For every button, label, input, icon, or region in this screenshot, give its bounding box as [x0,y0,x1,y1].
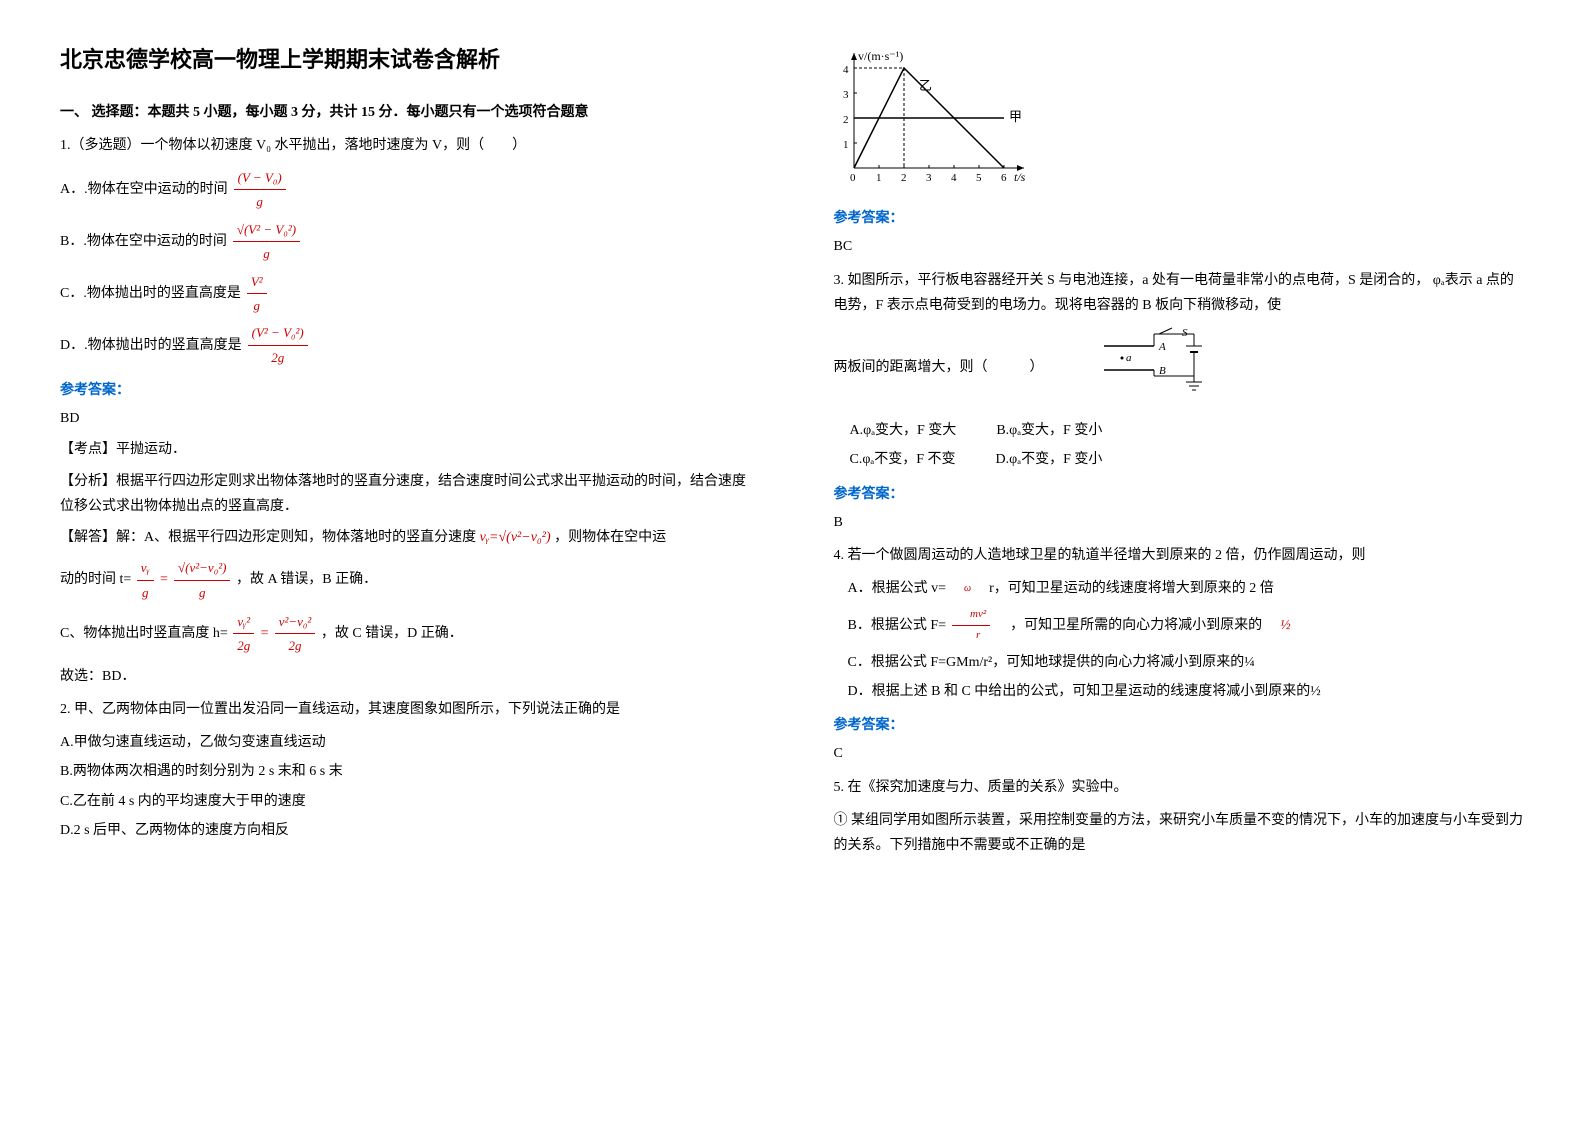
q4-optB: B．根据公式 F= mv² r ，可知卫星所需的向心力将减小到原来的½ [834,605,1528,646]
q1-jieda-line3: C、物体抛出时竖直高度 h= vᵧ² 2g = v²−v₀² 2g ，故 C 错… [60,610,754,658]
q4-answer: C [834,741,1528,766]
q1-stem: 1.（多选题）一个物体以初速度 V₀ 水平抛出，落地时速度为 V，则（ ） [60,133,754,158]
q1-optC: C．.物体抛出时的竖直高度是 V² g [60,270,754,318]
section1-header: 一、 选择题：本题共 5 小题，每小题 3 分，共计 15 分．每小题只有一个选… [60,100,754,125]
q1-optB-formula: √(V² − V₀²) g [233,218,300,266]
svg-text:乙: 乙 [919,78,932,93]
q4-optC: C．根据公式 F=GMm/r²，可知地球提供的向心力将减小到原来的¼ [834,650,1528,675]
q4-optB-frac: mv² r [952,605,990,646]
svg-text:1: 1 [876,172,882,184]
svg-text:S: S [1182,327,1188,339]
q2-optA: A.甲做匀速直线运动，乙做匀变速直线运动 [60,730,754,755]
q3-optA: A.φₐ变大，F 变大 [850,418,957,443]
q4-stem: 4. 若一个做圆周运动的人造地球卫星的轨道半径增大到原来的 2 倍，仍作圆周运动… [834,543,1528,568]
svg-text:A: A [1158,341,1166,353]
q3-stem2: 两板间的距离增大，则（ ） [834,355,1044,380]
q2-optC: C.乙在前 4 s 内的平均速度大于甲的速度 [60,789,754,814]
svg-text:0: 0 [850,172,856,184]
svg-text:3: 3 [926,172,932,184]
q1-optB-text: B．.物体在空中运动的时间 [60,229,227,254]
svg-text:6: 6 [1001,172,1007,184]
q1-fenxi: 【分析】根据平行四边形定则求出物体落地时的竖直分速度，结合速度时间公式求出平抛运… [60,469,754,519]
q4-answer-label: 参考答案： [834,712,1528,737]
q1-optC-text: C．.物体抛出时的竖直高度是 [60,281,241,306]
q2-stem: 2. 甲、乙两物体由同一位置出发沿同一直线运动，其速度图象如图所示，下列说法正确… [60,697,754,722]
svg-text:4: 4 [951,172,957,184]
svg-text:2: 2 [901,172,907,184]
q1-optA-text: A．.物体在空中运动的时间 [60,177,228,202]
q1-answer: BD [60,406,754,431]
q1-jieda-line1: 【解答】解：A、根据平行四边形定则知，物体落地时的竖直分速度 vᵧ=√(v²−v… [60,525,754,550]
svg-text:a: a [1126,352,1132,364]
svg-text:t/s: t/s [1014,170,1026,184]
svg-text:5: 5 [976,172,982,184]
q1-t-frac2: √(v²−v₀²) g [174,556,230,604]
q3-answer-label: 参考答案： [834,481,1528,506]
q1-optB: B．.物体在空中运动的时间 √(V² − V₀²) g [60,218,754,266]
q3-optC: C.φₐ不变，F 不变 [850,447,956,472]
q3-answer: B [834,510,1528,535]
q2-graph: 0 1 2 3 4 5 6 1 2 3 4 [834,48,1528,197]
svg-text:4: 4 [843,64,849,76]
right-column: 0 1 2 3 4 5 6 1 2 3 4 [834,40,1528,866]
q3-options-row1: A.φₐ变大，F 变大 B.φₐ变大，F 变小 [850,418,1528,443]
q3-stem-row: 两板间的距离增大，则（ ） S A a [834,326,1528,410]
svg-text:v/(m·s⁻¹): v/(m·s⁻¹) [858,49,903,63]
q1-optA: A．.物体在空中运动的时间 (V − V₀) g [60,166,754,214]
q1-kaodian: 【考点】平抛运动． [60,437,754,462]
q2-answer-label: 参考答案： [834,205,1528,230]
q3-stem1: 3. 如图所示，平行板电容器经开关 S 与电池连接，a 处有一电荷量非常小的点电… [834,268,1528,318]
svg-text:2: 2 [843,114,849,126]
q5-sub1: ① 某组同学用如图所示装置，采用控制变量的方法，来研究小车质量不变的情况下，小车… [834,808,1528,858]
q3-options-row2: C.φₐ不变，F 不变 D.φₐ不变，F 变小 [850,447,1528,472]
svg-text:B: B [1159,365,1166,377]
q1-optD-text: D．.物体抛出时的竖直高度是 [60,333,242,358]
q1-optC-formula: V² g [247,270,267,318]
svg-text:3: 3 [843,89,849,101]
q1-guxuan: 故选：BD． [60,664,754,689]
left-column: 北京忠德学校高一物理上学期期末试卷含解析 一、 选择题：本题共 5 小题，每小题… [60,40,754,866]
q2-optB: B.两物体两次相遇的时刻分别为 2 s 末和 6 s 末 [60,759,754,784]
q4-optA: A．根据公式 v=ωr，可知卫星运动的线速度将增大到原来的 2 倍 [834,576,1528,601]
q1-jieda-line2: 动的时间 t= vᵧ g = √(v²−v₀²) g ，故 A 错误，B 正确． [60,556,754,604]
q1-h-frac1: vᵧ² 2g [233,610,254,658]
q2-answer: BC [834,234,1528,259]
velocity-time-graph: 0 1 2 3 4 5 6 1 2 3 4 [834,48,1034,188]
svg-text:甲: 甲 [1009,109,1022,124]
q1-h-frac2: v²−v₀² 2g [275,610,316,658]
q1-vy-formula: vᵧ=√(v²−v₀²) [480,530,551,545]
q1-optD-formula: (V² − V₀²) 2g [248,321,308,369]
q5-stem: 5. 在《探究加速度与力、质量的关系》实验中。 [834,775,1528,800]
doc-title: 北京忠德学校高一物理上学期期末试卷含解析 [60,40,754,80]
q4-optD: D．根据上述 B 和 C 中给出的公式，可知卫星运动的线速度将减小到原来的½ [834,679,1528,704]
q3-circuit: S A a B [1064,326,1204,410]
svg-text:1: 1 [843,139,849,151]
q1-t-frac1: vᵧ g [137,556,154,604]
q2-optD: D.2 s 后甲、乙两物体的速度方向相反 [60,818,754,843]
q1-answer-label: 参考答案： [60,377,754,402]
capacitor-circuit: S A a B [1064,326,1204,401]
q3-optD: D.φₐ不变，F 变小 [996,447,1103,472]
q3-optB: B.φₐ变大，F 变小 [996,418,1102,443]
q1-optA-formula: (V − V₀) g [234,166,286,214]
q1-optD: D．.物体抛出时的竖直高度是 (V² − V₀²) 2g [60,321,754,369]
